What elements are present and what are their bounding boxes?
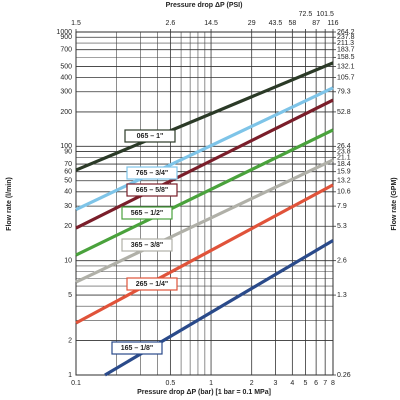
y-tick-label: 60: [64, 169, 72, 176]
y2-tick-label: 183.7: [337, 47, 355, 54]
legend-label: 165 – 1/8": [121, 345, 154, 352]
x-tick-label: 0.5: [166, 380, 176, 387]
y-tick-label: 200: [60, 109, 72, 116]
x-tick-label: 5: [303, 380, 307, 387]
y-tick-label: 10: [64, 258, 72, 265]
y2-tick-label: 264.2: [337, 29, 355, 36]
series-line: [75, 86, 334, 211]
legend-entry: 765 – 3/4": [126, 166, 178, 180]
legend-box: [121, 206, 173, 220]
y2-tick-label: 158.5: [337, 54, 355, 61]
x2-tick-label: 72.5: [299, 11, 313, 18]
x-tick-label: 0.1: [71, 380, 81, 387]
legend-box: [121, 238, 173, 252]
y2-tick-label: 23.8: [337, 148, 351, 155]
x2-axis-title: Pressure drop ΔP (PSI): [166, 2, 243, 9]
y-tick-label: 20: [64, 223, 72, 230]
y2-tick-label: 132.1: [337, 63, 355, 70]
y2-axis-title: Flow rate (GPM): [391, 177, 398, 230]
y2-tick-label: 211.3: [337, 40, 354, 47]
legend-box: [126, 183, 178, 197]
legend-box: [111, 341, 163, 355]
y-axis-title: Flow rate (l/min): [6, 177, 13, 231]
series-line: [75, 128, 334, 257]
x-tick-label: 4: [290, 380, 294, 387]
y-tick-label: 400: [60, 74, 72, 81]
y2-tick-label: 13.2: [337, 178, 351, 185]
y2-tick-label: 79.3: [337, 89, 351, 96]
y2-tick-label: 18.4: [337, 161, 351, 168]
x2-tick-label: 29: [248, 20, 256, 27]
y2-tick-label: 21.1: [337, 154, 351, 161]
y-tick-label: 100: [60, 143, 72, 150]
x-tick-label: 3: [274, 380, 278, 387]
x-tick-label: 8: [331, 380, 335, 387]
y-tick-label: 90: [64, 148, 72, 155]
legend-label: 665 – 5/8": [136, 187, 169, 194]
y-tick-label: 2: [68, 337, 72, 344]
x2-tick-label: 2.6: [166, 20, 176, 27]
y2-tick-label: 105.7: [337, 74, 355, 81]
legend-label: 065 – 1": [137, 133, 164, 140]
y2-tick-label: 7.9: [337, 203, 347, 210]
y-tick-label: 40: [64, 189, 72, 196]
legend-entry: 565 – 1/2": [121, 206, 173, 220]
y-tick-label: 300: [60, 89, 72, 96]
x2-tick-label: 101.5: [316, 11, 334, 18]
plot-area: [75, 31, 334, 376]
x2-tick-label: 1.5: [71, 20, 81, 27]
y2-tick-label: 237.8: [337, 34, 355, 41]
legend-entry: 665 – 5/8": [126, 183, 178, 197]
y2-tick-label: 10.6: [337, 189, 351, 196]
x2-tick-label: 87: [312, 20, 320, 27]
y-tick-label: 500: [60, 63, 72, 70]
legend-label: 565 – 1/2": [131, 210, 164, 217]
legend-box: [126, 166, 178, 180]
y-tick-label: 30: [64, 203, 72, 210]
y2-tick-label: 2.6: [337, 258, 347, 265]
legend-entry: 065 – 1": [124, 129, 176, 143]
series-line: [75, 61, 334, 172]
x-tick-label: 1: [209, 380, 213, 387]
y-tick-label: 900: [60, 34, 72, 41]
x2-tick-label: 58: [288, 20, 296, 27]
y2-tick-label: 15.9: [337, 169, 351, 176]
x2-tick-label: 116: [327, 20, 338, 27]
series-line: [75, 158, 334, 284]
y-tick-label: 700: [60, 47, 72, 54]
y2-tick-label: 52.8: [337, 109, 351, 116]
y-tick-label: 1: [68, 372, 72, 379]
y2-tick-label: 0.26: [337, 372, 351, 379]
legend-label: 265 – 1/4": [136, 281, 169, 288]
y-tick-label: 1000: [56, 29, 72, 36]
x-tick-label: 2: [250, 380, 254, 387]
legend-box: [124, 129, 176, 143]
x-axis-title: Pressure drop ΔP (bar) [1 bar = 0.1 MPa]: [137, 389, 271, 396]
series-line: [75, 183, 334, 325]
y-tick-label: 50: [64, 178, 72, 185]
y2-tick-label: 26.4: [337, 143, 351, 150]
x2-tick-label: 14.5: [204, 20, 218, 27]
legend-entry: 365 – 3/8": [121, 238, 173, 252]
x2-tick-label: 43.5: [269, 20, 283, 27]
legend-label: 365 – 3/8": [131, 242, 164, 249]
legend-label: 765 – 3/4": [136, 170, 169, 177]
series-line: [75, 98, 334, 230]
y2-tick-label: 1.3: [337, 292, 347, 299]
legend-entry: 165 – 1/8": [111, 341, 163, 355]
y2-tick-label: 5.3: [337, 223, 347, 230]
x-tick-label: 6: [314, 380, 318, 387]
y-tick-label: 5: [68, 292, 72, 299]
y-tick-label: 70: [64, 161, 72, 168]
legend-box: [126, 277, 178, 291]
x-tick-label: 7: [323, 380, 327, 387]
legend-entry: 265 – 1/4": [126, 277, 178, 291]
